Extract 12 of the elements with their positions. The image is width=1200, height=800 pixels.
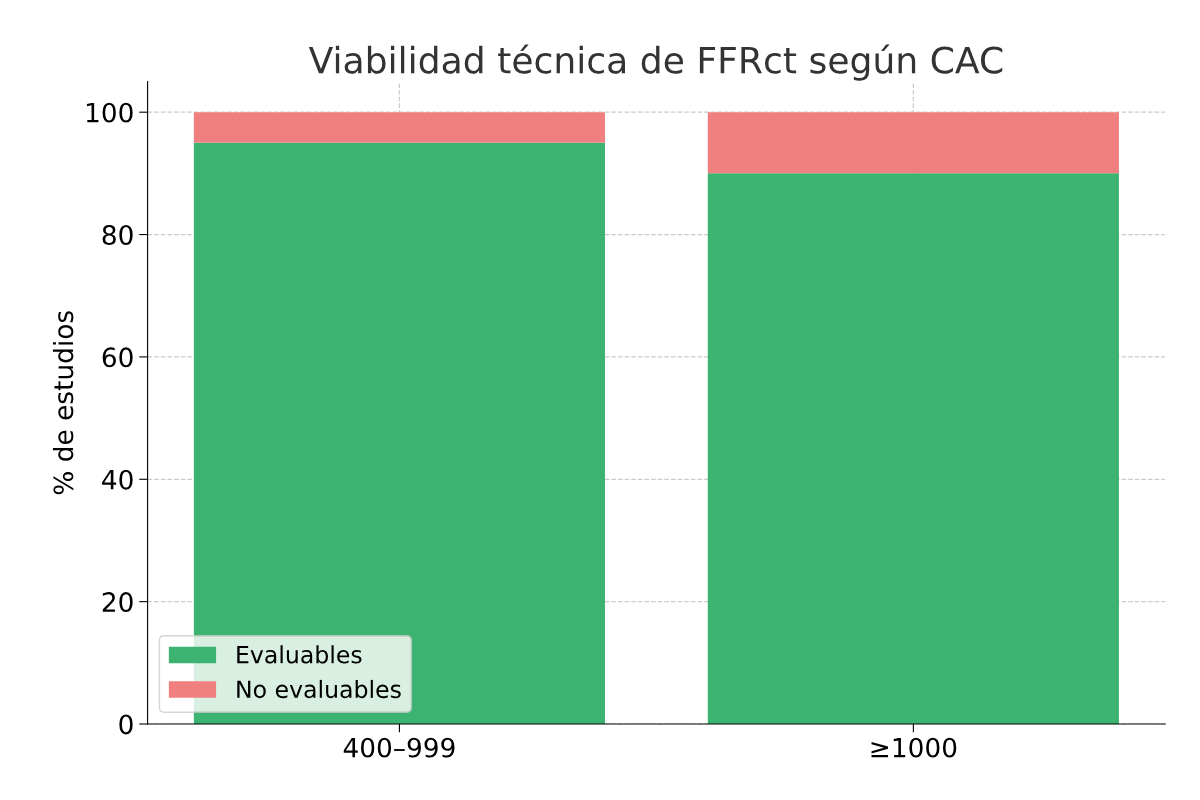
y-tick-label: 80 (102, 224, 133, 245)
x-tick-label: 400–999 (343, 737, 455, 758)
legend-label: No evaluables (237, 679, 401, 699)
chart-title: Viabilidad técnica de FFRct según CAC (308, 44, 1003, 81)
y-tick-label: 100 (86, 102, 133, 123)
legend-label: Evaluables (237, 645, 362, 664)
x-tick-label: ≥1000 (871, 737, 957, 758)
y-tick-label: 60 (102, 347, 133, 368)
y-tick-label: 40 (102, 469, 133, 490)
y-tick-label: 0 (119, 714, 133, 735)
y-tick-label: 20 (102, 592, 133, 613)
y-axis-title: % de estudios (52, 311, 74, 495)
